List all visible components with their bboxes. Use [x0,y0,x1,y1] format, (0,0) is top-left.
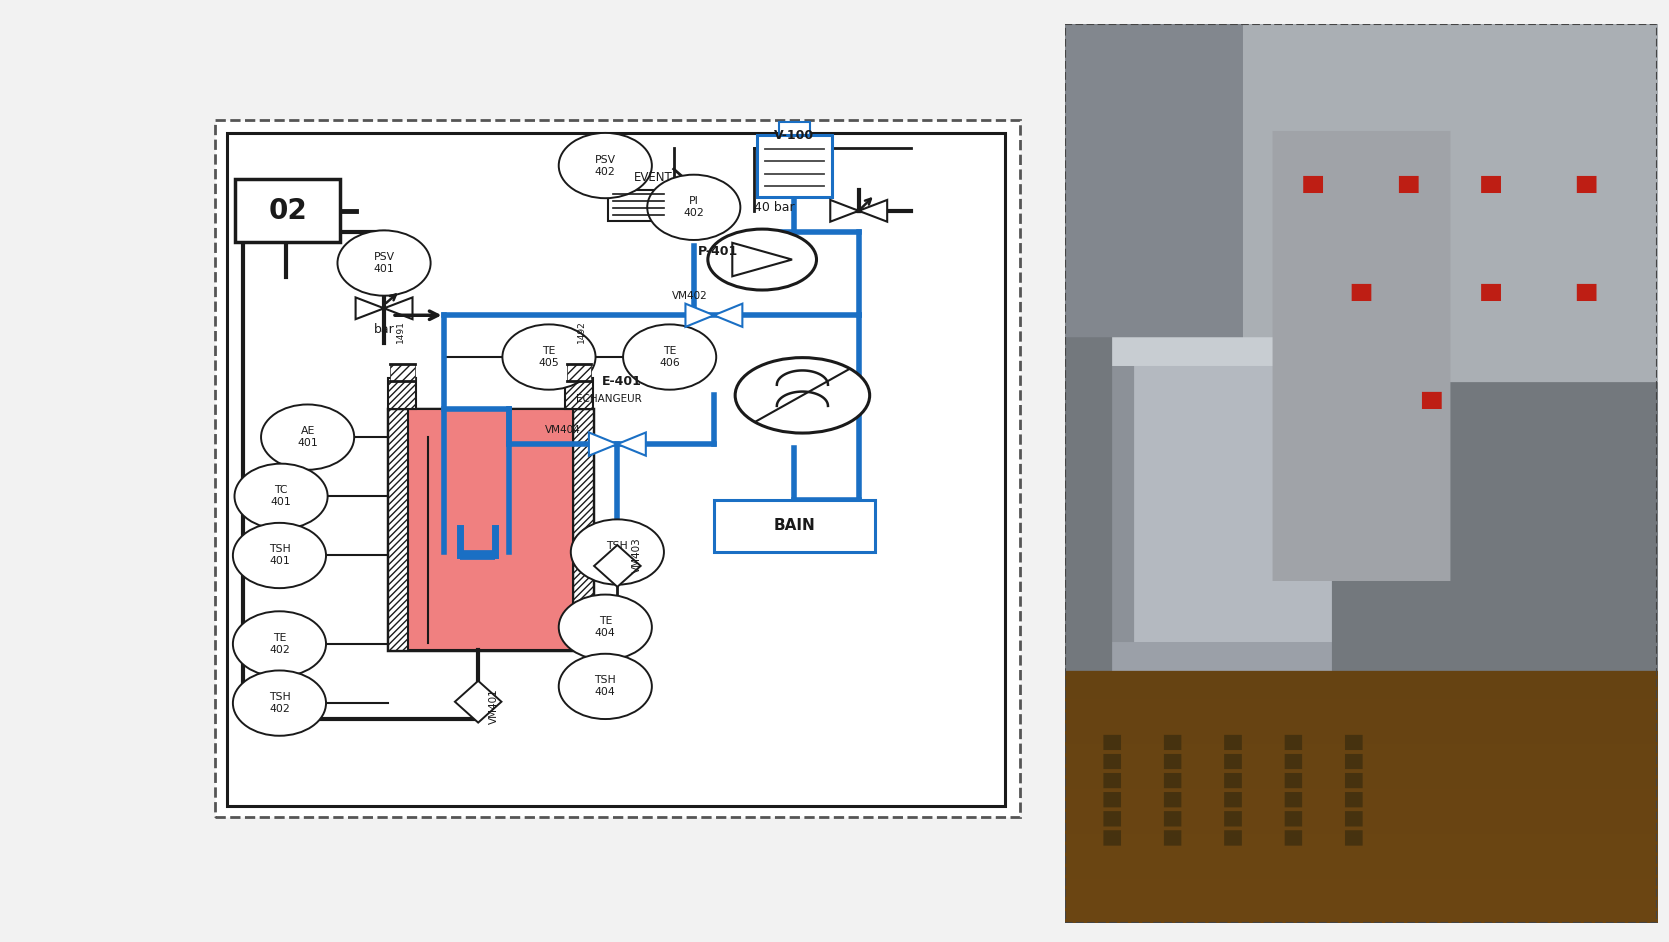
Text: TE
405: TE 405 [539,346,559,368]
Ellipse shape [234,611,325,676]
Text: TSH
404: TSH 404 [594,675,616,697]
Ellipse shape [234,671,325,736]
Bar [567,364,591,382]
Text: TC
401: TC 401 [270,485,292,508]
Ellipse shape [571,519,664,585]
Polygon shape [829,200,888,221]
Text: TE
402: TE 402 [269,633,290,655]
Text: 1491: 1491 [396,320,404,343]
Polygon shape [686,303,743,327]
Text: TSH
403: TSH 403 [606,541,628,563]
Polygon shape [355,298,412,319]
Text: VM402: VM402 [673,291,708,301]
Bar [566,378,592,409]
Bar [714,500,875,552]
Text: TSH
402: TSH 402 [269,692,290,714]
Text: EVENT: EVENT [634,171,673,184]
Polygon shape [733,243,793,276]
Bar [227,133,1005,806]
Ellipse shape [648,174,741,240]
Text: TE
404: TE 404 [594,616,616,639]
Text: TE
406: TE 406 [659,346,679,368]
Bar [756,136,831,197]
Polygon shape [589,432,646,456]
Ellipse shape [559,654,653,719]
Circle shape [734,358,870,433]
Ellipse shape [235,463,327,529]
Text: PSV
402: PSV 402 [594,154,616,176]
Text: VM401: VM401 [489,689,499,724]
Ellipse shape [260,404,354,470]
Ellipse shape [559,133,653,198]
Bar [215,121,1020,817]
Text: AE
401: AE 401 [297,426,319,448]
Text: V-100: V-100 [774,129,814,142]
Bar [389,409,592,649]
Text: PI
402: PI 402 [683,196,704,219]
Ellipse shape [623,324,716,390]
Ellipse shape [337,231,431,296]
Bar [409,409,572,649]
Text: E-401: E-401 [601,375,641,388]
Bar [389,409,409,649]
Bar [608,190,669,221]
Ellipse shape [234,523,325,588]
Text: P-401: P-401 [698,245,738,258]
Text: ECHANGEUR: ECHANGEUR [576,394,641,404]
Polygon shape [456,681,501,723]
Text: 02: 02 [269,197,307,225]
Text: VM403: VM403 [633,538,643,574]
Bar [389,378,416,409]
Ellipse shape [502,324,596,390]
Bar [572,409,592,649]
Bar [779,122,809,136]
Text: PSV
401: PSV 401 [374,252,394,274]
Polygon shape [594,545,641,587]
Text: 40 bar: 40 bar [754,201,794,214]
Ellipse shape [559,594,653,659]
Text: 1492: 1492 [577,320,586,343]
Bar [391,364,414,382]
Bar [235,180,340,242]
Text: VM404: VM404 [546,425,581,435]
Text: BAIN: BAIN [773,518,814,533]
Circle shape [708,229,816,290]
Text: TSH
401: TSH 401 [269,544,290,566]
Text: bar: bar [374,323,394,335]
